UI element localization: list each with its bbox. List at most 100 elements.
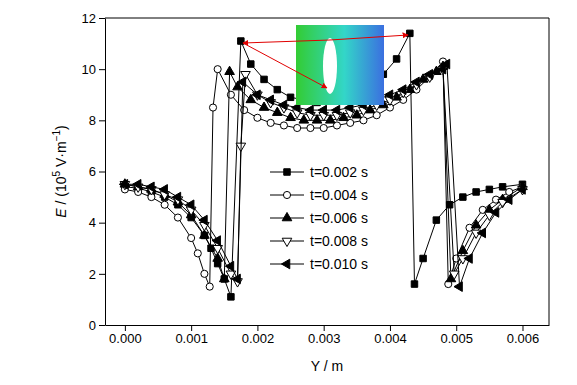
y-tick-label: 0 <box>89 318 96 333</box>
legend-label: t=0.008 s <box>310 233 368 249</box>
y-tick-mark <box>99 172 105 173</box>
point <box>393 56 399 62</box>
point <box>225 261 233 271</box>
x-tick-mark <box>257 325 258 331</box>
x-tick-label: 0.000 <box>109 331 142 346</box>
legend-label: t=0.004 s <box>310 187 368 203</box>
point <box>161 201 168 208</box>
y-tick: 8 <box>89 113 105 128</box>
point <box>446 202 452 208</box>
y-axis-title-part: V·m <box>53 141 69 171</box>
point <box>411 281 417 287</box>
frame-right <box>549 18 550 325</box>
x-tick-label: 0.001 <box>175 331 208 346</box>
x-tick-label: 0.002 <box>242 331 275 346</box>
x-tick: 0.002 <box>242 325 275 346</box>
y-axis-title-part: ) <box>53 125 69 130</box>
x-tick-label: 0.003 <box>308 331 341 346</box>
marks <box>119 30 527 300</box>
y-tick-mark <box>99 120 105 121</box>
point <box>252 90 260 100</box>
y-tick: 6 <box>89 164 105 179</box>
x-tick-mark <box>522 325 523 331</box>
x-tick-label: 0.006 <box>507 331 540 346</box>
y-tick-mark <box>99 223 105 224</box>
legend-entry: t=0.004 s <box>270 187 368 203</box>
inset-arrow <box>243 43 327 88</box>
x-axis-line <box>106 325 550 326</box>
point <box>261 76 267 82</box>
x-tick-mark <box>125 325 126 331</box>
point <box>486 186 492 192</box>
point <box>194 250 201 257</box>
x-tick: 0.006 <box>507 325 540 346</box>
legend-label: t=0.006 s <box>310 210 368 226</box>
point <box>499 184 505 190</box>
x-tick-label: 0.005 <box>440 331 473 346</box>
frame-top <box>105 18 549 19</box>
y-axis-title-part: −1 <box>51 130 62 142</box>
point <box>227 91 234 98</box>
point <box>420 255 426 261</box>
point <box>490 208 498 218</box>
y-tick: 4 <box>89 215 105 230</box>
point <box>146 182 154 192</box>
y-tick-label: 6 <box>89 164 96 179</box>
y-axis: 024681012 <box>82 11 106 333</box>
x-tick: 0.001 <box>175 325 208 346</box>
point <box>433 217 439 223</box>
point <box>398 85 406 95</box>
point <box>212 236 220 246</box>
y-tick-label: 4 <box>89 215 96 230</box>
x-axis: 0.000 0.001 0.002 0.003 0.004 0.005 0.006 <box>106 325 550 346</box>
legend-marker <box>284 169 290 175</box>
y-tick-mark <box>99 325 105 326</box>
point <box>407 30 413 36</box>
point <box>464 254 472 264</box>
point <box>320 124 327 131</box>
point <box>517 185 525 195</box>
y-axis-line <box>105 19 106 326</box>
x-tick-mark <box>324 325 325 331</box>
point <box>424 69 432 79</box>
x-tick-label: 0.004 <box>374 331 407 346</box>
legend-entry: t=0.006 s <box>270 210 368 226</box>
point <box>267 119 274 126</box>
point <box>214 66 221 73</box>
legend-marker <box>281 259 289 269</box>
x-tick: 0.003 <box>308 325 341 346</box>
point <box>307 124 314 131</box>
point <box>274 86 280 92</box>
y-axis-title: E / (105 V·m−1) <box>51 125 69 217</box>
point <box>287 94 293 100</box>
point <box>471 220 481 228</box>
point <box>454 282 462 292</box>
y-tick-mark <box>99 18 105 19</box>
inset-ellipse <box>323 38 337 94</box>
inset-arrow <box>243 40 330 43</box>
point <box>188 234 195 241</box>
legend-entry: t=0.008 s <box>270 233 368 249</box>
point <box>280 122 287 129</box>
point <box>159 185 167 195</box>
point <box>133 179 141 189</box>
series-line <box>125 33 523 297</box>
point <box>449 271 459 279</box>
point <box>209 104 216 111</box>
y-tick-label: 10 <box>82 62 96 77</box>
point <box>441 59 449 69</box>
y-tick: 10 <box>82 62 105 77</box>
legend: t=0.002 s t=0.004 s t=0.006 s t=0.008 s t=0.… <box>270 164 368 272</box>
y-tick: 12 <box>82 11 105 26</box>
legend-label: t=0.010 s <box>310 256 368 272</box>
x-tick-mark <box>390 325 391 331</box>
point <box>411 77 419 87</box>
legend-label: t=0.002 s <box>310 164 368 180</box>
point <box>254 114 261 121</box>
point <box>232 274 240 284</box>
point <box>278 100 286 110</box>
point <box>201 270 208 277</box>
point <box>225 66 235 74</box>
point <box>318 105 326 115</box>
point <box>172 192 180 202</box>
